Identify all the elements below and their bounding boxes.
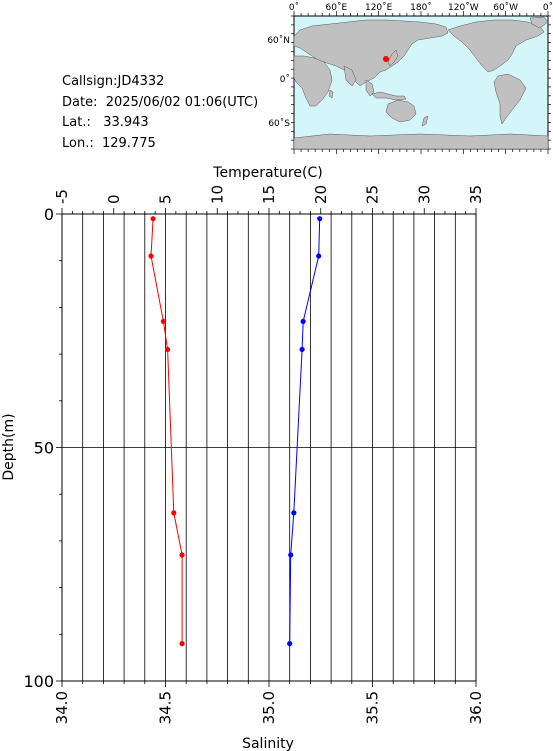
north-america-landmass bbox=[447, 19, 545, 73]
map-latitude-labels: 60˚N 0˚ 60˚S bbox=[267, 35, 290, 129]
salinity-tick-labels: 34.0 34.5 35.0 35.5 36.0 bbox=[53, 691, 485, 724]
salinity-tick-label: 34.0 bbox=[53, 691, 71, 724]
map-longitude-label: 0˚ bbox=[289, 2, 299, 13]
south-america-landmass bbox=[493, 73, 527, 125]
new-zealand bbox=[421, 115, 429, 127]
india-landmass bbox=[343, 65, 357, 87]
depth-tick-label: 50 bbox=[34, 439, 54, 458]
salinity-tick-label: 34.5 bbox=[157, 691, 175, 724]
map-longitude-label: 60˚E bbox=[326, 2, 348, 13]
map-longitude-label: 60˚W bbox=[493, 2, 518, 13]
map-longitude-label: 180˚ bbox=[410, 2, 432, 13]
salinity-profile-line bbox=[150, 218, 183, 644]
station-info: Callsign:JD4332 Date: 2025/06/02 01:06(U… bbox=[62, 72, 258, 154]
australia-landmass bbox=[385, 99, 417, 123]
salinity-axis-title: Salinity bbox=[242, 736, 294, 751]
temperature-tick-label: 20 bbox=[312, 185, 330, 204]
chart-grid bbox=[61, 214, 477, 681]
map-longitude-label: 120˚W bbox=[448, 2, 479, 13]
temperature-tick-label: 15 bbox=[260, 185, 278, 204]
map-longitude-label: 120˚E bbox=[365, 2, 393, 13]
map-latitude-label: 60˚S bbox=[268, 118, 290, 129]
latitude-text: Lat.: 33.943 bbox=[62, 115, 149, 130]
salinity-data-point bbox=[164, 346, 171, 353]
depth-tick-label: 100 bbox=[23, 672, 54, 691]
temperature-tick-label: 5 bbox=[157, 194, 175, 204]
temperature-tick-label: 25 bbox=[364, 185, 382, 204]
temperature-tick-label: 0 bbox=[105, 194, 123, 204]
temperature-data-point bbox=[287, 641, 293, 647]
salinity-data-point bbox=[160, 318, 167, 325]
temperature-data-point bbox=[299, 346, 305, 353]
map-latitude-label: 60˚N bbox=[267, 35, 290, 46]
japan-islands bbox=[387, 49, 399, 67]
salinity-tick-label: 35.5 bbox=[364, 691, 382, 724]
temperature-tick-label: 30 bbox=[415, 185, 433, 204]
salinity-data-point bbox=[148, 253, 154, 259]
salinity-data-point bbox=[179, 641, 185, 647]
temperature-profile-line bbox=[289, 218, 321, 644]
axis-ticks bbox=[56, 208, 477, 687]
depth-tick-labels: 0 50 100 bbox=[23, 205, 54, 691]
temperature-data-point bbox=[288, 552, 294, 558]
map-latitude-label: 0˚ bbox=[280, 74, 290, 85]
madagascar bbox=[328, 89, 334, 99]
temperature-data-point bbox=[300, 318, 306, 325]
map-longitude-label: 0˚ bbox=[543, 2, 553, 13]
depth-axis-title: Depth(m) bbox=[1, 413, 17, 480]
temperature-tick-label: 10 bbox=[208, 185, 226, 204]
salinity-tick-label: 36.0 bbox=[467, 691, 485, 724]
temperature-tick-label: 35 bbox=[467, 185, 485, 204]
salinity-data-point bbox=[171, 510, 177, 516]
data-series bbox=[148, 216, 323, 647]
longitude-text: Lon.: 129.775 bbox=[62, 135, 156, 151]
depth-tick-label: 0 bbox=[44, 205, 54, 224]
africa-landmass bbox=[293, 55, 333, 107]
greenland bbox=[529, 16, 549, 29]
salinity-data-point bbox=[150, 216, 156, 222]
date-text: Date: 2025/06/02 01:06(UTC) bbox=[62, 94, 259, 110]
salinity-tick-label: 35.0 bbox=[260, 691, 278, 724]
temperature-data-point bbox=[317, 216, 323, 222]
map-longitude-labels: 0˚ 60˚E 120˚E 180˚ 120˚W 60˚W 0˚ bbox=[289, 2, 553, 13]
temperature-tick-label: -5 bbox=[53, 189, 71, 204]
indonesia-islands bbox=[371, 91, 407, 101]
temperature-data-point bbox=[291, 510, 297, 516]
temperature-data-point bbox=[316, 253, 322, 259]
antarctica-landmass bbox=[293, 133, 549, 150]
map-land bbox=[293, 16, 549, 150]
station-marker bbox=[383, 56, 389, 62]
temperature-axis-title: Temperature(C) bbox=[212, 165, 322, 181]
salinity-data-point bbox=[179, 552, 185, 558]
callsign-text: Callsign:JD4332 bbox=[62, 74, 165, 89]
temperature-tick-labels: -5 0 5 10 15 20 25 30 35 bbox=[53, 185, 485, 204]
